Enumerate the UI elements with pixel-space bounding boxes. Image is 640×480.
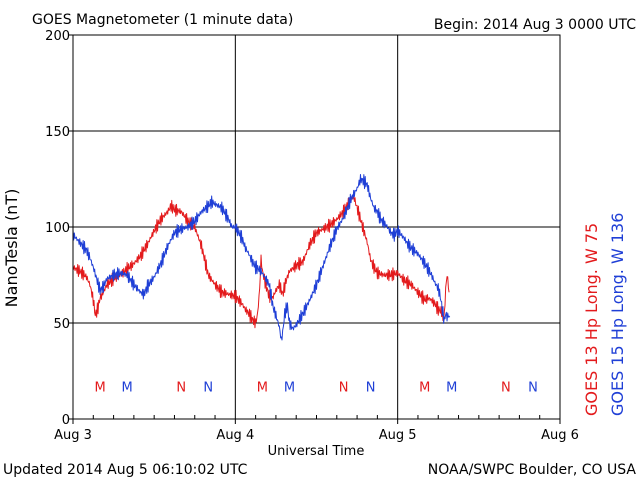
- legend-goes15: GOES 15 Hp Long. W 136: [608, 213, 627, 416]
- x-tick-labels: Aug 3 Aug 4 Aug 5 Aug 6: [54, 415, 579, 443]
- y-axis-label: NanoTesla (nT): [2, 189, 21, 308]
- y-tick-label: 200: [45, 29, 70, 44]
- series-goes13-line: [72, 194, 450, 329]
- noon-marker: N: [528, 380, 538, 395]
- midnight-marker: M: [419, 380, 430, 395]
- y-tick-label: 100: [45, 221, 70, 236]
- noon-marker: N: [203, 380, 213, 395]
- noon-marker: N: [501, 380, 511, 395]
- y-tick-labels: 0 50 100 150 200: [45, 29, 73, 428]
- x-tick-label: Aug 5: [379, 428, 417, 443]
- begin-time: Begin: 2014 Aug 3 0000 UTC: [434, 17, 636, 33]
- updated-timestamp: Updated 2014 Aug 5 06:10:02 UTC: [3, 462, 248, 478]
- y-tick-label: 50: [53, 317, 70, 332]
- x-tick-label: Aug 6: [541, 428, 579, 443]
- midnight-marker: M: [446, 380, 457, 395]
- x-axis-label: Universal Time: [268, 444, 365, 459]
- midnight-marker: M: [284, 380, 295, 395]
- credit-line: NOAA/SWPC Boulder, CO USA: [428, 462, 637, 478]
- series-goes15-line: [72, 173, 451, 341]
- midnight-marker: M: [257, 380, 268, 395]
- noon-marker: N: [366, 380, 376, 395]
- y-tick-label: 150: [45, 125, 70, 140]
- midnight-marker: M: [122, 380, 133, 395]
- y-tick-label: 0: [62, 413, 70, 428]
- legend-goes13: GOES 13 Hp Long. W 75: [582, 223, 601, 416]
- midnight-marker: M: [94, 380, 105, 395]
- grid: [73, 35, 560, 419]
- series-layer: [72, 173, 451, 341]
- noon-marker: N: [176, 380, 186, 395]
- x-tick-label: Aug 3: [54, 428, 92, 443]
- chart-title: GOES Magnetometer (1 minute data): [32, 12, 293, 28]
- noon-marker: N: [339, 380, 349, 395]
- x-tick-label: Aug 4: [216, 428, 254, 443]
